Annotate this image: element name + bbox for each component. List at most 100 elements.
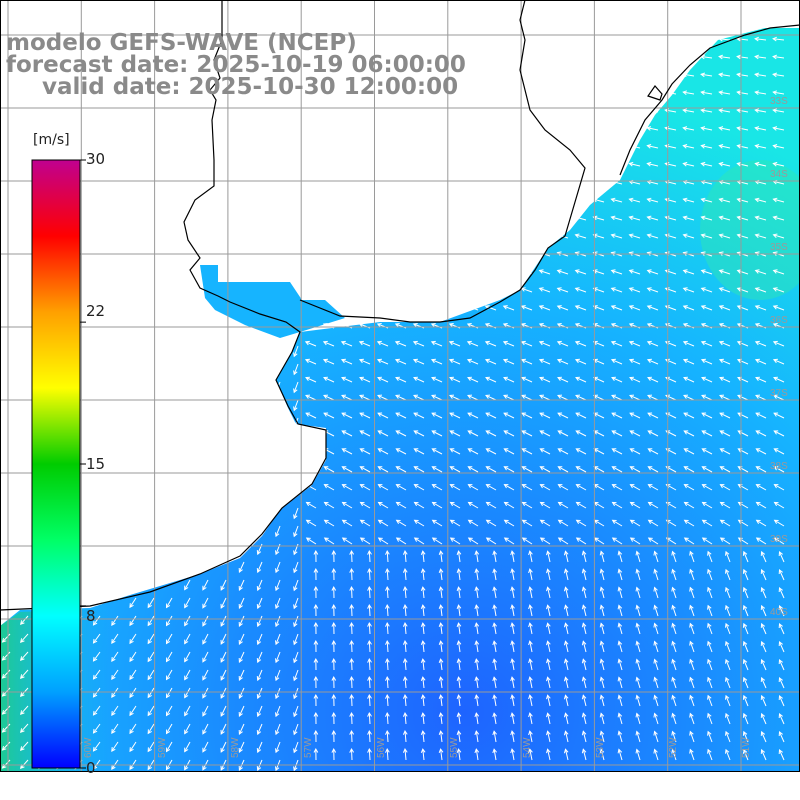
wind-arrow-head xyxy=(520,305,526,310)
wind-arrow-head xyxy=(725,676,730,682)
wind-arrow xyxy=(468,537,479,545)
wind-arrow xyxy=(707,749,713,761)
longitude-label: 52W xyxy=(668,737,679,758)
wind-arrow-head xyxy=(510,640,515,646)
wind-arrow-head xyxy=(466,305,472,310)
wind-arrow xyxy=(689,623,695,635)
wind-arrow-head xyxy=(599,550,605,556)
wind-arrow xyxy=(773,377,785,383)
wind-arrow-head xyxy=(165,729,171,735)
wind-arrow-head xyxy=(647,501,653,507)
wind-arrow-head xyxy=(367,639,372,645)
wind-arrow xyxy=(458,641,461,653)
wind-arrow xyxy=(432,519,443,527)
wind-arrow xyxy=(593,412,605,419)
coast-brazil xyxy=(619,24,800,176)
wind-arrow-head xyxy=(367,657,372,663)
wind-arrow xyxy=(422,569,425,581)
wind-arrow-head xyxy=(359,448,365,453)
wind-arrow-head xyxy=(592,287,598,292)
wind-arrow-head xyxy=(707,622,712,628)
wind-arrow-head xyxy=(653,604,658,610)
wind-arrow-head xyxy=(256,658,262,664)
wind-arrow xyxy=(707,695,713,707)
wind-arrow xyxy=(672,695,677,707)
wind-arrow xyxy=(755,412,767,419)
wind-arrow xyxy=(238,723,245,735)
wind-arrow xyxy=(293,561,299,573)
wind-arrow xyxy=(504,519,515,527)
wind-arrow-head xyxy=(402,675,408,681)
wind-arrow-head xyxy=(718,340,724,346)
wind-arrow-head xyxy=(456,730,462,736)
wind-arrow-head xyxy=(599,622,605,628)
wind-arrow xyxy=(547,731,551,743)
wind-arrow-head xyxy=(395,448,401,453)
wind-arrow-head xyxy=(402,567,408,573)
wind-arrow xyxy=(360,519,371,527)
wind-arrow-head xyxy=(503,466,509,471)
wind-arrow xyxy=(539,377,551,383)
wind-arrow xyxy=(636,749,641,761)
wind-arrow xyxy=(719,287,731,293)
wind-arrow-head xyxy=(449,484,455,489)
wind-arrow-head xyxy=(503,430,509,435)
wind-arrow-head xyxy=(635,586,640,592)
wind-arrow xyxy=(774,448,785,455)
wind-arrow xyxy=(702,537,713,545)
wind-arrow-head xyxy=(725,622,730,628)
wind-arrow xyxy=(386,640,389,653)
wind-arrow-head xyxy=(376,340,382,346)
wind-arrow-head xyxy=(341,501,347,507)
wind-arrow xyxy=(701,287,713,293)
wind-arrow xyxy=(701,305,713,311)
wind-arrow-head xyxy=(647,466,653,471)
wind-arrow-head xyxy=(510,586,515,592)
wind-arrow xyxy=(378,448,389,455)
wind-arrow xyxy=(184,597,191,608)
wind-arrow-head xyxy=(701,412,707,417)
wind-arrow xyxy=(323,377,335,383)
wind-arrow xyxy=(341,394,353,401)
wind-arrow xyxy=(636,713,641,725)
wind-arrow xyxy=(368,658,371,671)
wind-arrow xyxy=(582,641,587,653)
wind-arrow xyxy=(378,501,389,509)
wind-arrow xyxy=(220,723,227,735)
wind-arrow xyxy=(129,651,137,662)
wind-arrow xyxy=(166,651,173,662)
wind-arrow-head xyxy=(1,655,7,661)
wind-arrow-head xyxy=(256,622,262,628)
valid-date: valid date: 2025-10-30 12:00:00 xyxy=(42,74,459,100)
wind-arrow xyxy=(184,687,191,698)
wind-arrow xyxy=(737,198,749,203)
wind-arrow-head xyxy=(610,251,616,256)
wind-arrow xyxy=(737,127,749,131)
wind-arrow-head xyxy=(700,251,706,256)
wind-arrow xyxy=(779,713,785,725)
wind-arrow-head xyxy=(220,639,225,645)
wind-arrow-head xyxy=(701,501,707,507)
wind-arrow-head xyxy=(683,501,689,507)
wind-arrow xyxy=(351,586,353,599)
wind-arrow xyxy=(743,587,749,599)
wind-arrow-head xyxy=(539,412,545,417)
wind-arrow xyxy=(386,622,389,635)
wind-arrow xyxy=(773,38,785,41)
wind-arrow xyxy=(129,687,137,698)
wind-arrow xyxy=(719,341,731,347)
wind-arrow xyxy=(468,484,479,491)
wind-arrow-head xyxy=(581,604,587,610)
wind-arrow xyxy=(582,731,587,743)
wind-arrow xyxy=(725,731,731,743)
wind-arrow xyxy=(422,659,425,671)
longitude-label: 58W xyxy=(230,737,241,758)
wind-arrow xyxy=(377,412,389,419)
wind-arrow-head xyxy=(1,691,7,697)
wind-arrow xyxy=(368,550,371,563)
wind-arrow xyxy=(683,287,695,293)
wind-arrow-head xyxy=(755,412,761,417)
wind-arrow-head xyxy=(647,484,653,489)
wind-arrow xyxy=(636,605,641,617)
wind-arrow xyxy=(773,145,785,149)
